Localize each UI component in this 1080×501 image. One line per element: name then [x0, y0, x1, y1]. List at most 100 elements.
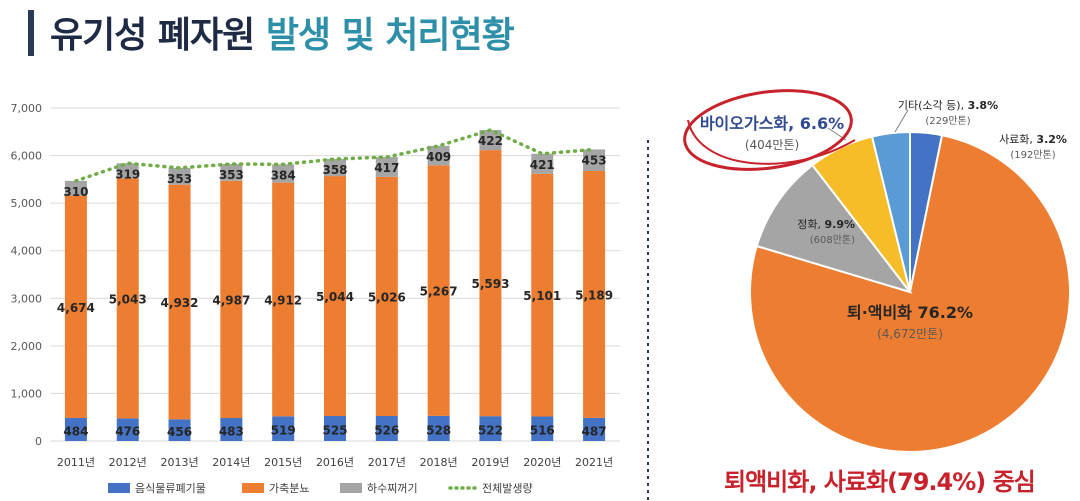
y-tick-label: 1,000 — [11, 387, 43, 400]
bar-data-label: 5,189 — [575, 288, 613, 302]
bar-segment — [220, 418, 243, 441]
bar-data-label: 422 — [478, 134, 503, 148]
total-line — [74, 128, 596, 183]
bar-segment — [64, 195, 87, 418]
pie-slice — [749, 134, 1071, 453]
bar-segment — [272, 164, 295, 183]
x-tick-label: 2012년 — [109, 456, 147, 469]
bar-data-label: 528 — [426, 423, 451, 437]
footer-summary: 퇴액비화, 사료화(79.4%) 중심 — [724, 468, 1036, 496]
bar-data-label: 5,267 — [420, 285, 458, 299]
bar-segment — [324, 176, 346, 417]
bar-segment — [427, 415, 450, 441]
legend-swatch — [108, 483, 130, 493]
pie-label: 사료화, 3.2% — [999, 133, 1067, 146]
bar-data-label: 456 — [167, 425, 192, 439]
pie-label-percent: 6.6% — [800, 114, 844, 133]
bar-data-label: 484 — [63, 424, 88, 438]
bar-segment — [479, 130, 502, 151]
bar-data-label: 5,043 — [109, 292, 147, 306]
pie-slice — [870, 130, 911, 293]
legend-label: 전체발생량 — [482, 482, 533, 495]
y-tick-label: 3,000 — [11, 292, 43, 305]
pie-label-amount: (192만톤) — [1010, 149, 1055, 161]
bar-segment — [583, 170, 606, 418]
y-tick-label: 6,000 — [11, 150, 43, 163]
y-tick-label: 0 — [35, 435, 42, 448]
pie-label-name: 퇴·액비화 — [847, 303, 918, 322]
pie-chart: 퇴·액비화 76.2% (4,672만톤) 정화, 9.9% (608만톤) 바이오가스… — [683, 89, 1071, 453]
bar-data-label: 358 — [322, 163, 347, 177]
bar-data-label: 384 — [271, 168, 296, 182]
bar-segment — [64, 417, 87, 441]
bar-data-label: 4,987 — [212, 293, 250, 307]
bar-segment — [220, 180, 243, 419]
bar-data-label: 483 — [219, 425, 244, 439]
bar-segment — [583, 417, 606, 441]
page-title: 유기성 폐자원 발생 및 처리현황 — [50, 6, 515, 58]
bar-segment — [427, 165, 450, 416]
pie-label: 정화, 9.9% — [797, 218, 855, 231]
bar-segment — [375, 157, 398, 177]
leader-line — [894, 109, 909, 133]
bar-segment — [531, 153, 554, 174]
legend-label: 하수찌꺼기 — [367, 481, 418, 495]
bar-data-label: 522 — [478, 424, 503, 438]
x-tick-label: 2013년 — [160, 456, 198, 469]
bar-data-label: 310 — [63, 185, 88, 199]
stacked-bar-chart: 0 1,000 2,000 3,000 4,000 5,000 6,000 7,000 2011… — [11, 102, 620, 495]
bar-data-label: 319 — [115, 167, 140, 181]
x-tick-label: 2016년 — [316, 456, 354, 469]
x-tick-label: 2020년 — [523, 456, 561, 469]
pie-label-name: 바이오가스화, — [700, 114, 800, 133]
x-tick-label: 2011년 — [57, 456, 95, 469]
title-accent-bar — [28, 10, 34, 56]
bar-segment — [324, 159, 346, 177]
pie-label-name: 기타(소각 등), — [898, 99, 968, 112]
pie-label-name: 정화, — [797, 218, 824, 231]
bar-segment — [168, 167, 191, 185]
bar-segment — [583, 149, 606, 171]
legend-label: 가축분뇨 — [269, 482, 309, 495]
bar-data-label: 4,932 — [161, 296, 199, 310]
x-tick-label: 2019년 — [471, 456, 509, 469]
bar-segment — [272, 416, 295, 441]
bar-segment — [479, 150, 502, 417]
bar-data-label: 516 — [530, 424, 555, 438]
bar-segment — [116, 178, 139, 419]
legend-swatch — [242, 483, 264, 493]
bar-segment — [220, 163, 243, 181]
bar-segment — [531, 416, 554, 441]
bar-segment — [168, 419, 191, 441]
bar-data-label: 487 — [582, 424, 607, 438]
title-part-2: 발생 및 처리현황 — [265, 15, 515, 56]
bar-segment — [168, 184, 191, 420]
x-tick-label: 2018년 — [420, 456, 458, 469]
bar-segment — [375, 176, 398, 416]
pie-label-amount: (229만톤) — [925, 115, 970, 127]
y-tick-label: 2,000 — [11, 340, 43, 353]
highlight-ellipse — [683, 89, 853, 171]
bar-segment — [64, 180, 87, 196]
bar-segment — [116, 418, 139, 441]
pie-label-name: 사료화, — [999, 133, 1036, 146]
bar-segment — [272, 182, 295, 417]
pie-label: 퇴·액비화 76.2% — [847, 303, 973, 322]
pie-label-percent: 3.8% — [968, 99, 999, 112]
bar-data-label: 353 — [219, 168, 244, 182]
highlight-stroke — [687, 119, 856, 165]
bar-segment — [479, 416, 502, 441]
y-tick-label: 4,000 — [11, 245, 43, 258]
pie-label-amount: (404만톤) — [745, 138, 799, 152]
y-tick-label: 7,000 — [11, 102, 43, 115]
x-tick-label: 2014년 — [212, 456, 250, 469]
legend-label: 음식물류폐기물 — [135, 482, 206, 495]
bar-data-label: 417 — [374, 161, 399, 175]
bar-segment — [427, 145, 450, 166]
x-tick-label: 2015년 — [264, 456, 302, 469]
legend-swatch — [340, 483, 362, 493]
bar-data-label: 5,044 — [316, 290, 354, 304]
pie-label-percent: 3.2% — [1036, 133, 1067, 146]
bar-data-label: 453 — [582, 153, 607, 167]
bar-data-label: 353 — [167, 172, 192, 186]
